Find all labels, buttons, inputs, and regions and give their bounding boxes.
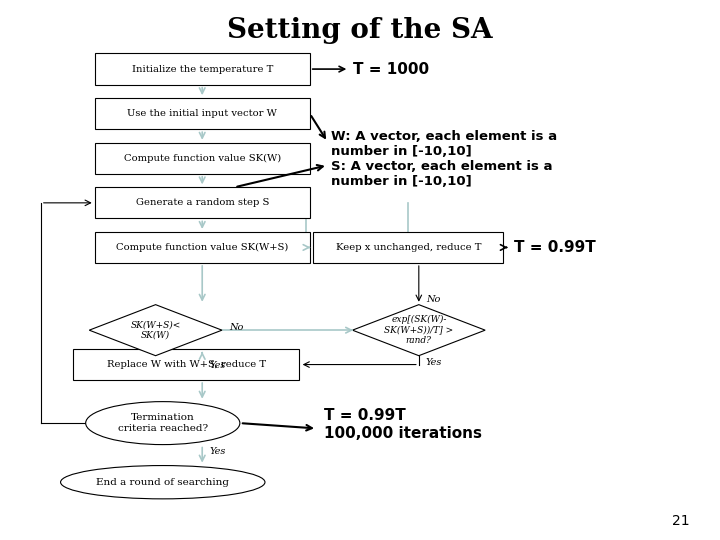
Text: Termination
criteria reached?: Termination criteria reached?	[117, 414, 208, 433]
Text: No: No	[426, 295, 441, 304]
Text: Setting of the SA: Setting of the SA	[228, 17, 492, 44]
Text: Initialize the temperature T: Initialize the temperature T	[132, 65, 273, 73]
FancyBboxPatch shape	[94, 187, 310, 218]
Text: Compute function value SK(W): Compute function value SK(W)	[124, 154, 281, 163]
Text: Compute function value SK(W+S): Compute function value SK(W+S)	[116, 243, 289, 252]
Text: Replace W with W+S, reduce T: Replace W with W+S, reduce T	[107, 360, 266, 369]
Polygon shape	[353, 305, 485, 356]
Text: T = 1000: T = 1000	[353, 62, 429, 77]
Text: Yes: Yes	[426, 359, 442, 367]
Polygon shape	[89, 305, 222, 356]
FancyBboxPatch shape	[73, 349, 299, 380]
Text: Use the initial input vector W: Use the initial input vector W	[127, 109, 277, 118]
Text: Keep x unchanged, reduce T: Keep x unchanged, reduce T	[336, 243, 481, 252]
FancyBboxPatch shape	[94, 143, 310, 174]
Text: End a round of searching: End a round of searching	[96, 478, 229, 487]
Ellipse shape	[60, 465, 265, 499]
FancyBboxPatch shape	[313, 232, 503, 263]
Text: 100,000 iterations: 100,000 iterations	[324, 427, 482, 441]
Text: SK(W+S)<
SK(W): SK(W+S)< SK(W)	[130, 320, 181, 340]
FancyBboxPatch shape	[94, 98, 310, 129]
Text: T = 0.99T: T = 0.99T	[514, 240, 596, 255]
Text: 21: 21	[672, 514, 690, 528]
FancyBboxPatch shape	[94, 53, 310, 85]
Text: Generate a random step S: Generate a random step S	[135, 198, 269, 207]
Text: No: No	[229, 323, 243, 332]
Text: exp[(SK(W)-
SK(W+S))/T] >
rand?: exp[(SK(W)- SK(W+S))/T] > rand?	[384, 315, 454, 345]
Text: W: A vector, each element is a
number in [-10,10]
S: A vector, each element is a: W: A vector, each element is a number in…	[331, 130, 557, 188]
Text: T = 0.99T: T = 0.99T	[324, 408, 406, 422]
Text: Yes: Yes	[210, 361, 226, 370]
Ellipse shape	[86, 402, 240, 444]
FancyBboxPatch shape	[94, 232, 310, 263]
Text: Yes: Yes	[210, 447, 226, 456]
